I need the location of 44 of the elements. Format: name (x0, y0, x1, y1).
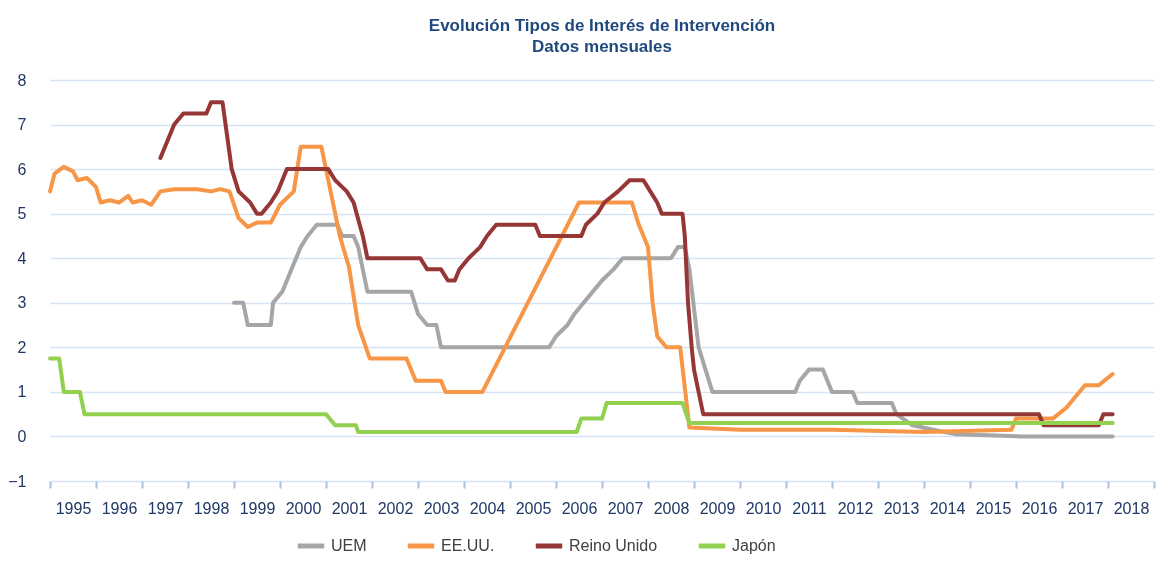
y-tick-label: 3 (17, 294, 27, 312)
x-tick-label: 2007 (607, 499, 644, 517)
x-tick-label: 2001 (331, 499, 368, 517)
line-series (48, 144, 1115, 434)
x-tick-label: 2015 (975, 499, 1012, 517)
y-tick-label: 7 (17, 116, 27, 134)
y-tick-label: 0 (17, 427, 27, 445)
legend-label: UEM (331, 537, 367, 554)
x-tick-label: 2017 (1067, 499, 1104, 517)
chart-subtitle: Datos mensuales (532, 37, 672, 56)
x-tick-label: 2012 (837, 499, 874, 517)
x-tick-label: 1996 (101, 499, 138, 517)
x-tick-label: 1997 (147, 499, 184, 517)
x-tick-label: 2016 (1021, 499, 1058, 517)
line-series (158, 100, 1115, 428)
x-tick-label: 2003 (423, 499, 460, 517)
x-tick-label: 1998 (193, 499, 230, 517)
x-tick-label: 2005 (515, 499, 552, 517)
x-tick-label: 2002 (377, 499, 414, 517)
line-series (232, 222, 1115, 439)
y-tick-label: −1 (8, 472, 27, 490)
legend-label: EE.UU. (441, 537, 495, 554)
chart-title: Evolución Tipos de Interés de Intervención (428, 16, 776, 35)
x-tick-label: 2013 (883, 499, 920, 517)
legend-label: Japón (732, 537, 776, 554)
x-tick-label: 2000 (285, 499, 322, 517)
y-tick-label: 8 (17, 71, 27, 89)
x-tick-label: 2011 (792, 499, 827, 517)
x-tick-label: 2009 (699, 499, 736, 517)
y-tick-label: 1 (17, 383, 27, 401)
y-tick-label: 6 (17, 160, 27, 178)
x-tick-label: 2004 (469, 499, 506, 517)
x-tick-label: 2010 (745, 499, 782, 517)
x-tick-label: 1995 (55, 499, 92, 517)
x-tick-label: 2018 (1113, 499, 1150, 517)
line-series (48, 356, 1115, 434)
legend-label: Reino Unido (569, 537, 658, 554)
y-tick-label: 5 (17, 205, 27, 223)
x-tick-label: 1999 (239, 499, 276, 517)
y-tick-label: 4 (17, 249, 27, 267)
x-tick-label: 2006 (561, 499, 598, 517)
x-tick-label: 2008 (653, 499, 690, 517)
y-tick-label: 2 (17, 338, 27, 356)
x-tick-label: 2014 (929, 499, 966, 517)
